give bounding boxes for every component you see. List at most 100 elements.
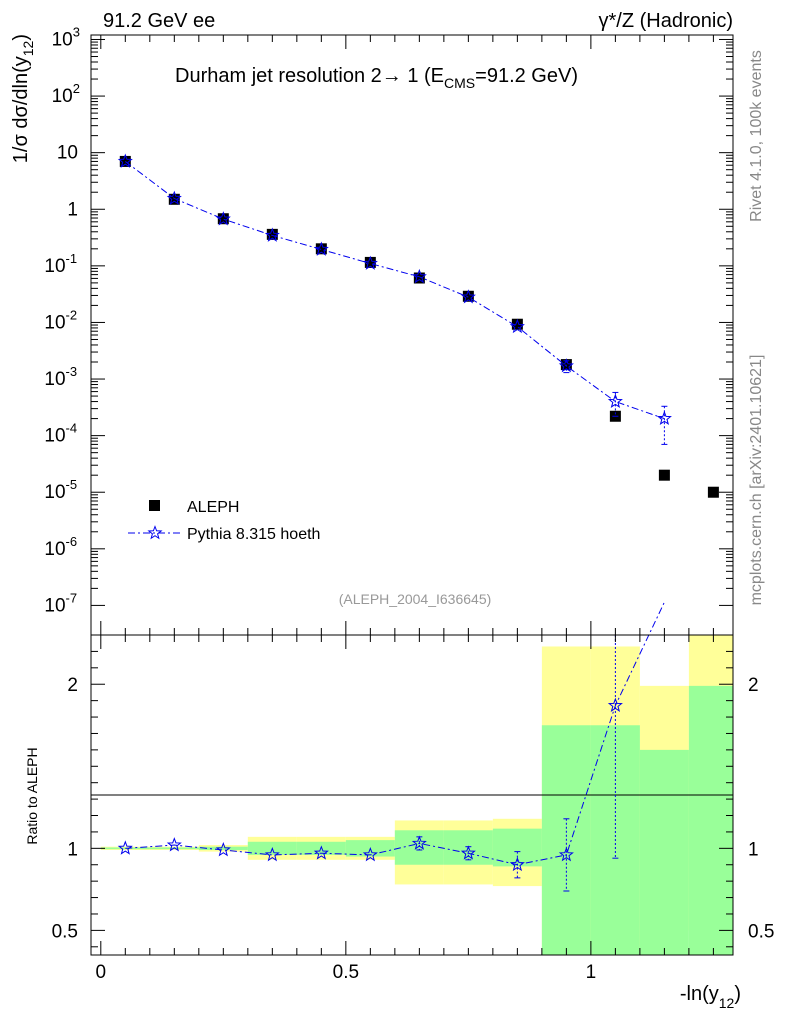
ratio-point [460,845,476,860]
ratio-point [558,846,574,862]
aleph-point [315,243,327,255]
pythia-point [215,211,231,226]
aleph-point [217,213,229,225]
main-y-tick-exp: -1 [66,251,78,266]
ratio-marks [117,601,665,892]
pythia-line [125,161,665,420]
main-y-tick-base: 10 [57,143,78,164]
aleph-point [511,318,523,330]
aleph-point [462,290,474,302]
pythia-point [362,255,378,270]
ratio-y-tick-label: 0.5 [52,921,78,942]
aleph-point [168,193,180,205]
aleph-point [707,486,719,498]
main-y-tick-base: 10 [44,426,65,447]
ratio-y-axis-label: Ratio to ALEPH [24,747,40,844]
main-y-tick-label: 103 [52,24,80,50]
pythia-point [117,153,133,168]
ratio-band-green [198,846,248,850]
ratio-band-green [639,749,689,955]
main-y-tick-base: 10 [44,482,65,503]
main-y-tick-label: 10-6 [44,534,77,560]
header-right: γ*/Z (Hadronic) [599,10,733,32]
pythia-point [460,289,476,304]
ratio-point [313,845,329,860]
main-y-tick-exp: -6 [66,534,78,549]
aleph-point [658,469,670,481]
main-title-text: Durham jet resolution 2→ 1 (E [175,65,444,87]
main-y-tick-label: 1 [67,199,78,220]
main-y-tick-base: 10 [44,256,65,277]
main-y-tick-label: 10 [57,143,78,164]
main-y-axis-label-tail: ) [10,34,32,41]
main-y-axis-label: 1/σ dσ/dln(y12) [10,34,36,163]
legend-label-aleph: ALEPH [187,499,239,516]
legend-marker-aleph [149,500,160,511]
main-frame [90,34,734,636]
main-y-tick-base: 10 [44,312,65,333]
main-y-tick-label: 10-1 [44,251,77,277]
ratio-point [607,697,623,712]
side-label-bottom: mcplots.cern.ch [arXiv:2401.10621] [748,355,765,606]
ratio-point [362,846,378,862]
pythia-point [166,190,182,205]
x-tick-label: 1 [586,962,597,983]
ratio-panel: 0.5 0.5 1 1 2 2 0 0.5 1 Ratio to ALEPH -ln(y12) [24,601,774,1011]
ratio-y-tick-label-right: 2 [748,675,759,696]
ratio-point [215,842,231,857]
x-tick-label: 0 [96,962,107,983]
x-axis-label-text: -ln(y [680,983,719,1005]
main-y-tick-exp: -5 [66,477,78,492]
ratio-band-green [688,685,733,955]
main-y-tick-base: 10 [44,369,65,390]
ratio-line [125,601,665,866]
ratio-point [264,846,280,862]
side-label-top: Rivet 4.1.0, 100k events [748,50,765,222]
ratio-band-green [296,841,346,855]
main-y-tick-exp: 3 [73,24,80,39]
ratio-y-tick-label-right: 1 [748,839,759,860]
aleph-point [560,359,572,371]
ratio-y-tick-label: 2 [67,675,78,696]
x-axis-label: -ln(y12) [680,983,741,1011]
main-title: Durham jet resolution 2→ 1 (ECMS=91.2 Ge… [175,65,578,91]
aleph-point [364,256,376,268]
x-tick-label: 0.5 [333,962,359,983]
analysis-tag: (ALEPH_2004_I636645) [339,591,492,607]
ratio-y-tick-label-right: 0.5 [748,921,774,942]
main-y-tick-label: 10-2 [44,307,77,333]
aleph-point [266,228,278,240]
main-y-tick-base: 1 [67,199,78,220]
main-y-tick-label: 10-5 [44,477,77,503]
main-y-tick-base: 10 [44,539,65,560]
ratio-point [411,835,427,850]
ratio-y-tick-label: 1 [67,839,78,860]
pythia-point [656,410,672,426]
legend-marker-pythia [147,525,163,540]
ratio-band-green [394,830,444,865]
ratio-frame [90,634,734,956]
pythia-point [313,241,329,256]
main-y-tick-exp: -4 [66,421,78,436]
main-y-tick-exp: -3 [66,364,78,379]
ratio-ticks: 0.5 0.5 1 1 2 2 0 0.5 1 [52,635,774,983]
header-left: 91.2 GeV ee [103,10,215,32]
pythia-point [558,358,574,373]
main-y-tick-label: 10-4 [44,421,77,447]
main-y-tick-base: 10 [52,86,73,107]
main-title-tail: =91.2 GeV) [475,65,578,87]
ratio-point [117,840,133,855]
main-y-tick-label: 10-7 [44,590,77,616]
main-y-tick-exp: -2 [66,307,78,322]
main-y-tick-exp: -7 [66,590,78,605]
main-y-tick-base: 10 [44,595,65,616]
pythia-point [411,268,427,284]
aleph-point [413,272,425,284]
pythia-point [509,318,525,334]
main-y-tick-label: 102 [52,81,80,107]
legend: ALEPH Pythia 8.315 hoeth [128,499,320,543]
